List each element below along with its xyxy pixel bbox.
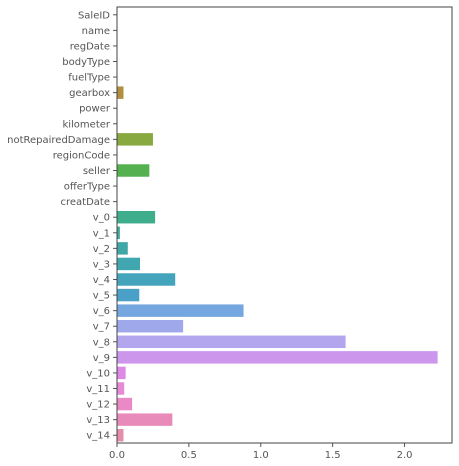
bar-notRepairedDamage [117, 133, 153, 146]
bar-v_5 [117, 288, 140, 302]
bar-v_6 [117, 304, 244, 317]
y-tick-label: kilometer [62, 119, 110, 130]
bar-v_2 [117, 242, 128, 255]
bar-v_0 [117, 210, 156, 224]
bar-v_14 [117, 428, 124, 442]
axes-frame [116, 6, 453, 444]
bar-v_13 [117, 413, 173, 426]
bar-gearbox [117, 86, 124, 99]
y-tick-label: v_14 [86, 431, 110, 442]
y-tick-label: regDate [70, 41, 110, 52]
bar-v_12 [117, 397, 133, 411]
x-tick-label: 1.5 [325, 450, 341, 461]
y-tick-label: SaleID [78, 10, 110, 21]
y-tick-label: name [82, 26, 110, 37]
y-tick-label: regionCode [53, 150, 110, 161]
x-tick-label: 0.5 [181, 450, 197, 461]
y-tick-label: gearbox [69, 88, 110, 99]
y-tick-label: v_5 [93, 291, 110, 302]
x-tick-label: 2.0 [397, 450, 413, 461]
y-tick-label: v_2 [93, 244, 110, 255]
bars-group [117, 86, 438, 442]
y-tick-label: v_9 [93, 353, 110, 364]
plot-frame [116, 6, 453, 444]
y-tick-label: v_1 [93, 228, 110, 239]
y-tick-label: bodyType [62, 57, 110, 68]
y-tick-label: notRepairedDamage [7, 135, 110, 146]
bar-v_4 [117, 273, 176, 286]
y-tick-label: fuelType [68, 73, 110, 84]
x-tick-label: 1.0 [253, 450, 269, 461]
x-tick-label: 0.0 [109, 450, 125, 461]
bar-v_3 [117, 257, 141, 271]
y-tick-label: seller [83, 166, 111, 177]
y-tick-label: creatDate [61, 197, 111, 208]
y-tick-label: v_4 [93, 275, 110, 286]
bar-v_1 [117, 226, 120, 240]
bar-v_9 [117, 351, 438, 364]
bar-v_7 [117, 319, 184, 333]
y-tick-label: v_7 [93, 322, 110, 333]
y-tick-labels: SaleID name regDate bodyType fuelType gearbox… [7, 10, 117, 442]
y-tick-label: v_6 [93, 306, 110, 317]
y-tick-label: offerType [64, 182, 110, 193]
bar-v_8 [117, 335, 346, 349]
y-tick-label: v_0 [93, 213, 110, 224]
y-tick-label: v_3 [93, 259, 110, 270]
y-tick-label: v_12 [86, 400, 110, 411]
y-tick-label: power [79, 104, 111, 115]
bar-v_11 [117, 382, 125, 395]
bar-v_10 [117, 366, 126, 380]
y-tick-label: v_13 [86, 415, 110, 426]
y-tick-label: v_10 [86, 368, 110, 379]
y-tick-label: v_8 [93, 337, 110, 348]
bar-seller [117, 164, 150, 177]
y-tick-label: v_11 [86, 384, 110, 395]
x-ticks: 0.0 0.5 1.0 1.5 2.0 [109, 443, 413, 461]
